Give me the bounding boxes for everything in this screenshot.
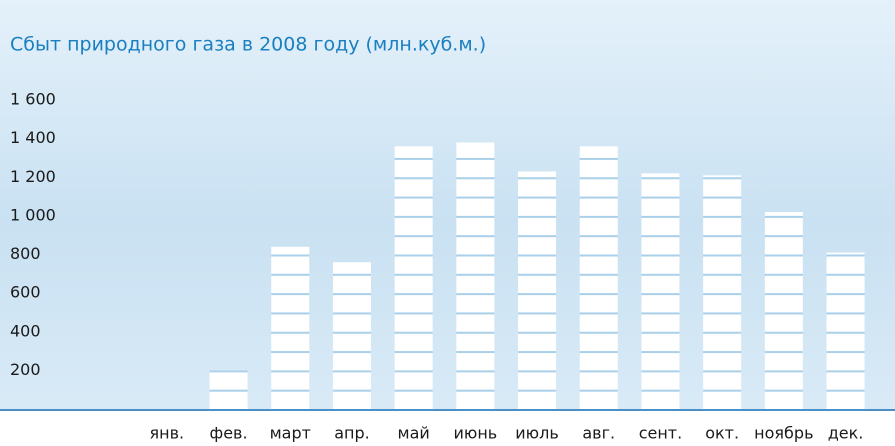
y-tick-label: 800	[10, 244, 41, 263]
x-tick-label: янв.	[150, 424, 185, 443]
y-tick-label: 600	[10, 283, 41, 302]
bar	[703, 175, 742, 409]
x-tick-label: авг.	[582, 424, 615, 443]
x-tick-label: ноябрь	[754, 424, 813, 443]
label-strip	[0, 410, 895, 446]
chart-title: Сбыт природного газа в 2008 году (млн.ку…	[10, 34, 486, 56]
bar	[271, 246, 310, 409]
bar	[518, 171, 557, 409]
y-tick-label: 1 600	[10, 90, 56, 109]
bar	[209, 370, 248, 409]
bar	[641, 173, 680, 409]
y-tick-label: 400	[10, 321, 41, 340]
bar	[456, 142, 495, 410]
x-tick-label: сент.	[639, 424, 683, 443]
x-tick-label: дек.	[828, 424, 864, 443]
bar	[332, 262, 371, 409]
y-tick-label: 1 400	[10, 128, 56, 147]
x-tick-label: июнь	[453, 424, 497, 443]
x-tick-label: май	[398, 424, 430, 443]
y-tick-label: 200	[10, 360, 41, 379]
y-tick-label: 1 000	[10, 205, 56, 224]
x-tick-label: окт.	[705, 424, 739, 443]
x-tick-label: март	[270, 424, 311, 443]
x-tick-label: июль	[515, 424, 559, 443]
x-tick-label: фев.	[210, 424, 248, 443]
bar	[826, 252, 865, 409]
x-tick-label: апр.	[334, 424, 370, 443]
bar	[764, 212, 803, 409]
bar	[579, 146, 618, 409]
bar	[394, 146, 433, 409]
y-tick-label: 1 200	[10, 167, 56, 186]
